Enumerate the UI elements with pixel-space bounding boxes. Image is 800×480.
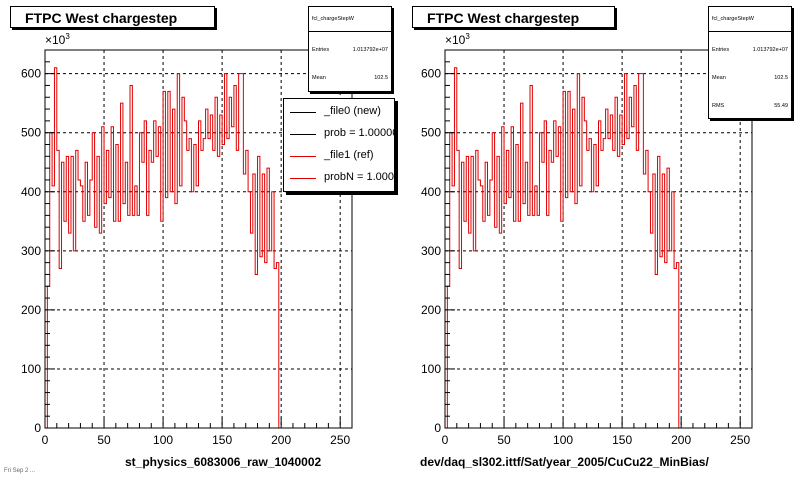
left-x-axis-label: st_physics_6083006_raw_1040002	[125, 455, 322, 469]
right-panel: 0 50 100 150 200 250 0 100 200 300 400 500 600 FTPC …	[400, 0, 800, 480]
left-histogram-plot: 0 50 100 150 200 250 0 100 200 300 400 500 600	[21, 49, 353, 447]
y-tick-label: 400	[421, 185, 441, 199]
y-tick-label: 400	[21, 185, 41, 199]
legend-swatch	[290, 134, 316, 135]
right-plot-title: FTPC West chargestep	[412, 6, 615, 28]
y-tick-label: 200	[21, 303, 41, 317]
x-tick-label: 0	[42, 433, 49, 447]
y-tick-label: 600	[21, 67, 41, 81]
histogram-series-0	[445, 67, 752, 429]
legend-swatch	[290, 156, 316, 157]
x-tick-label: 150	[212, 433, 232, 447]
stats-entries: Entries 1.013792e+07	[312, 47, 388, 53]
x-tick-label: 50	[497, 433, 511, 447]
legend-swatch	[290, 178, 316, 179]
x-tick-label: 200	[671, 433, 691, 447]
y-tick-label: 300	[21, 244, 41, 258]
x-tick-label: 50	[97, 433, 111, 447]
x-tick-label: 250	[330, 433, 350, 447]
stats-name: fcl_chargeStepW	[309, 7, 391, 32]
plot-frame	[444, 49, 753, 429]
y-tick-label: 0	[434, 421, 441, 435]
legend-swatch	[290, 112, 316, 113]
legend-item-prob: prob = 1.000000	[284, 125, 394, 145]
right-histogram-plot: 0 50 100 150 200 250 0 100 200 300 400 500 600	[421, 49, 753, 447]
y-tick-label: 500	[21, 126, 41, 140]
y-tick-label: 600	[421, 67, 441, 81]
x-tick-label: 150	[612, 433, 632, 447]
x-tick-label: 0	[442, 433, 449, 447]
left-plot-title: FTPC West chargestep	[10, 6, 215, 28]
x-tick-label: 100	[153, 433, 173, 447]
left-legend: _file0 (new) prob = 1.000000 _file1 (ref…	[283, 98, 395, 192]
histogram-series-0	[45, 67, 352, 429]
left-panel: 0 50 100 150 200 250 0 100 200 300 400 500 600 FTPC …	[10, 6, 395, 469]
right-y-exponent: ×103	[445, 32, 470, 47]
stats-mean: Mean 102.5	[712, 75, 788, 81]
left-stats-box: fcl_chargeStepW Entries 1.013792e+07 Mean…	[308, 6, 392, 92]
right-x-axis-label: dev/daq_sl302.ittf/Sat/year_2005/CuCu22_…	[420, 455, 709, 469]
x-tick-label: 100	[553, 433, 573, 447]
legend-item-file1: _file1 (ref)	[284, 147, 394, 167]
right-stats-box: fcl_chargeStepW Entries 1.013792e+07 Mean…	[708, 6, 792, 119]
x-tick-label: 250	[730, 433, 750, 447]
stats-name: fcl_chargeStepW	[709, 7, 791, 32]
y-tick-label: 300	[421, 244, 441, 258]
x-tick-label: 200	[271, 433, 291, 447]
legend-item-probN: probN = 1.000000	[284, 169, 394, 189]
y-tick-label: 0	[34, 421, 41, 435]
footer-text: Fri Sep 2 ...	[4, 468, 36, 474]
y-tick-label: 100	[21, 362, 41, 376]
stats-mean: Mean 102.5	[312, 75, 388, 81]
stats-rms: RMS 55.49	[712, 103, 788, 109]
stats-entries: Entries 1.013792e+07	[712, 47, 788, 53]
legend-item-file0: _file0 (new)	[284, 103, 394, 123]
left-y-exponent: ×103	[45, 32, 70, 47]
y-tick-label: 500	[421, 126, 441, 140]
y-tick-label: 200	[421, 303, 441, 317]
y-tick-label: 100	[421, 362, 441, 376]
